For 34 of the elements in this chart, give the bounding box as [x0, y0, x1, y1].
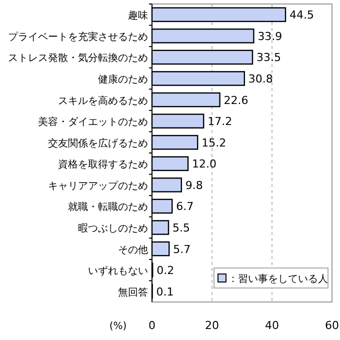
data-label: 15.2: [202, 136, 226, 150]
data-label: 22.6: [224, 94, 248, 107]
y-tick-label: 交友関係を広げるため: [48, 137, 148, 150]
data-label: 44.5: [290, 8, 314, 22]
data-label: 5.5: [172, 222, 190, 234]
x-tick-label: 40: [265, 319, 279, 332]
data-label: 30.8: [248, 72, 273, 86]
y-tick-label: キャリアアップのため: [48, 180, 148, 192]
y-tick-label: 趣味: [128, 10, 148, 22]
y-tick-label: 資格を取得するため: [58, 158, 148, 171]
data-label: 6.7: [176, 200, 194, 214]
y-tick-label: 暇つぶしのため: [78, 224, 148, 234]
y-tick-label: プライベートを充実させるため: [8, 30, 148, 43]
data-label: 17.2: [208, 115, 232, 128]
data-label: 5.7: [173, 242, 191, 256]
y-tick-label: ストレス発散・気分転換のため: [8, 52, 148, 64]
x-tick-label: 0: [148, 319, 156, 332]
data-label: 12.0: [192, 158, 216, 171]
y-tick-label: いずれもない: [88, 265, 148, 278]
x-tick-label: 60: [325, 319, 339, 332]
data-label: 33.5: [256, 51, 281, 64]
y-tick-label: その他: [118, 244, 148, 256]
legend-label: ：習い事をしている人: [228, 273, 328, 285]
data-label: 33.9: [258, 30, 282, 43]
data-label: 9.8: [185, 178, 203, 192]
x-tick-label: 20: [205, 319, 219, 332]
y-tick-label: スキルを高めるため: [58, 94, 148, 107]
x-axis-title: (%): [109, 321, 127, 332]
data-label: 0.2: [156, 264, 174, 278]
data-label: 0.1: [156, 285, 174, 298]
y-tick-label: 健康のため: [98, 74, 148, 86]
y-tick-label: 就職・転職のため: [68, 201, 148, 214]
y-tick-label: 無回答: [118, 286, 148, 298]
y-tick-label: 美容・ダイエットのため: [38, 116, 148, 128]
